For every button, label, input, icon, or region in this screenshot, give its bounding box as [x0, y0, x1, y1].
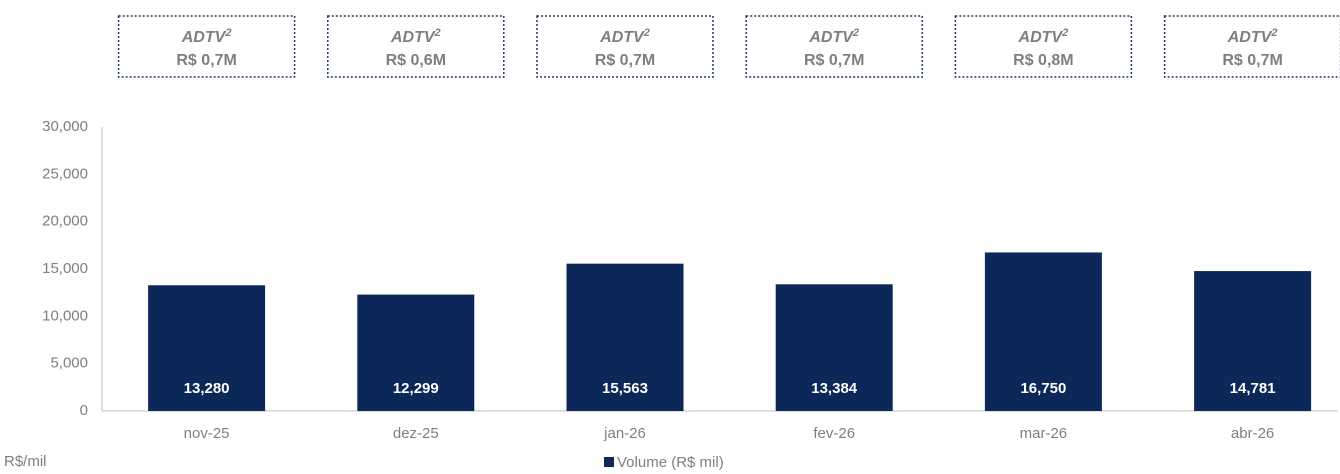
annotation-text: R$ 0,7M	[595, 52, 655, 69]
annotation-sup: 2	[1270, 27, 1277, 39]
annotation-box	[536, 15, 714, 78]
value-label: 14,781	[1230, 380, 1276, 397]
x-tick-label: nov-25	[184, 425, 230, 442]
annotation-sup: 2	[852, 27, 859, 39]
y-tick-label: 25,000	[42, 165, 88, 182]
annotation-text: R$ 0,7M	[1222, 52, 1282, 69]
annotation-box	[117, 15, 296, 78]
annotation-label-text: ADTV	[599, 29, 645, 46]
y-tick-label: 15,000	[42, 260, 88, 277]
value-label: 16,750	[1020, 380, 1066, 397]
annotation-label-text: ADTV	[1227, 29, 1273, 46]
annotation-sup: 2	[643, 27, 650, 39]
annotation-text: R$ 0,7M	[804, 52, 864, 69]
annotation-box	[745, 15, 923, 78]
bar	[775, 284, 893, 411]
x-tick-label: fev-26	[813, 425, 855, 442]
annotation-label: ADTV2	[181, 27, 232, 46]
y-tick-label: 20,000	[42, 213, 88, 230]
bar	[1194, 271, 1312, 411]
bar	[148, 285, 266, 411]
x-tick-label: mar-26	[1020, 425, 1068, 442]
value-label: 13,384	[811, 380, 858, 397]
annotation-box	[327, 15, 505, 78]
value-label: 12,299	[393, 380, 439, 397]
annotation-text: R$ 0,6M	[386, 52, 446, 69]
annotation-box	[1163, 15, 1340, 78]
annotation-text: R$ 0,7M	[176, 52, 236, 69]
annotation-label: ADTV2	[808, 27, 859, 46]
annotation-label: ADTV2	[1018, 27, 1069, 46]
annotation-label-text: ADTV	[390, 29, 436, 46]
y-tick-label: 0	[80, 402, 88, 419]
x-tick-label: abr-26	[1231, 425, 1274, 442]
bar	[984, 252, 1102, 411]
x-tick-label: jan-26	[603, 425, 646, 442]
annotation-label-text: ADTV	[808, 29, 854, 46]
y-tick-label: 30,000	[42, 118, 88, 135]
annotation-label: ADTV2	[1227, 27, 1278, 46]
annotation-box	[954, 15, 1133, 78]
value-label: 15,563	[602, 380, 648, 397]
legend-swatch	[604, 457, 614, 467]
value-label: 13,280	[184, 380, 230, 397]
x-tick-label: dez-25	[393, 425, 439, 442]
y-tick-label: 5,000	[50, 355, 88, 372]
annotation-label-text: ADTV	[181, 29, 227, 46]
annotation-label: ADTV2	[599, 27, 650, 46]
annotation-sup: 2	[224, 27, 231, 39]
bar	[566, 263, 684, 411]
y-tick-label: 10,000	[42, 307, 88, 324]
annotation-text: R$ 0,8M	[1013, 52, 1073, 69]
annotation-label: ADTV2	[390, 27, 441, 46]
annotation-sup: 2	[1061, 27, 1068, 39]
legend-label: Volume (R$ mil)	[617, 454, 724, 471]
annotation-sup: 2	[434, 27, 441, 39]
annotation-label-text: ADTV	[1018, 29, 1064, 46]
bar	[357, 294, 475, 411]
y-axis-label: R$/mil	[4, 453, 47, 470]
